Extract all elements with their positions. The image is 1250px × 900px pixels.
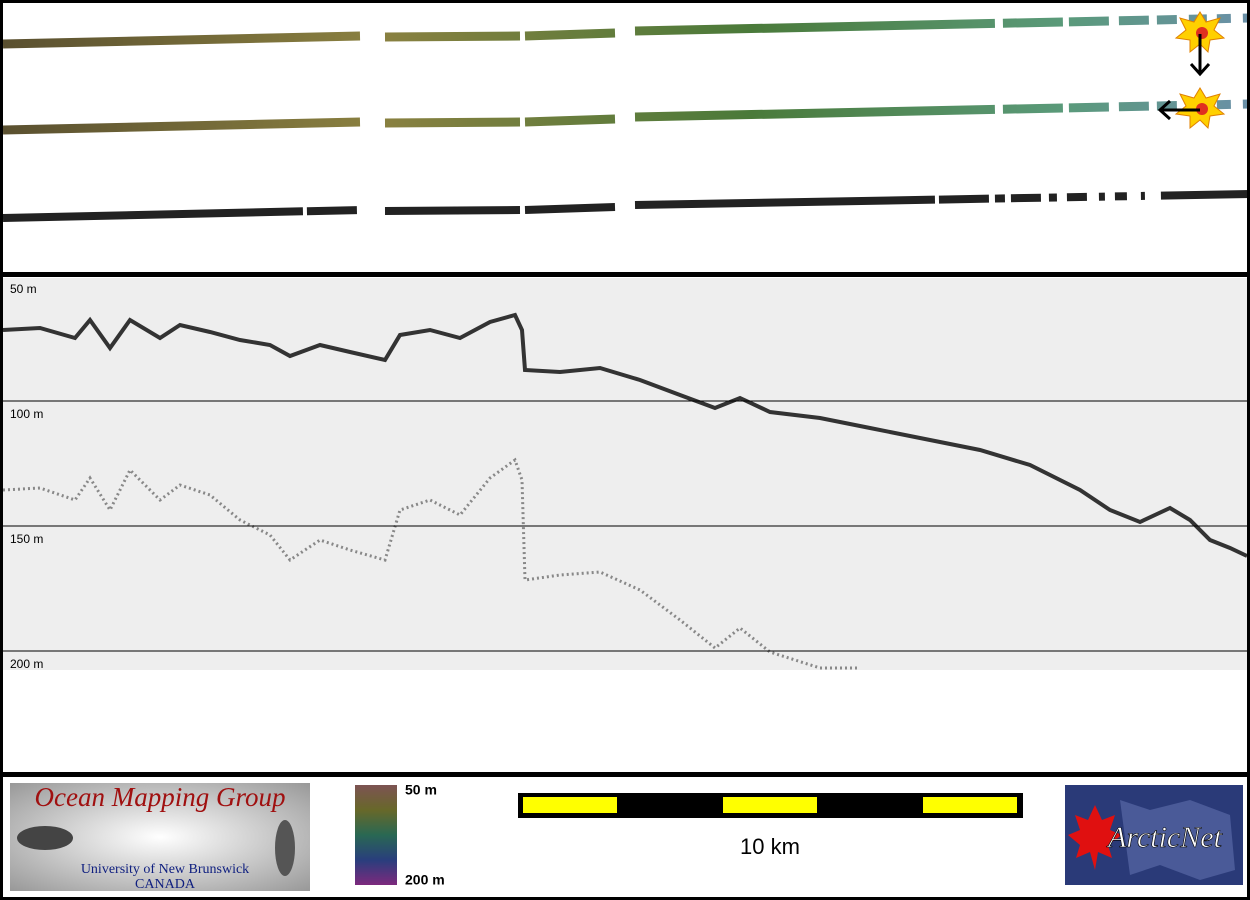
- scale-segment: [923, 797, 1017, 813]
- colorbar-shade: [355, 785, 397, 885]
- arcticnet-label: ArcticNet: [1106, 821, 1223, 854]
- scale-segment: [523, 797, 617, 813]
- colorbar-label: 200 m: [405, 872, 445, 888]
- depth-label: 200 m: [10, 657, 43, 671]
- divider: [0, 772, 1250, 777]
- profile-background: [3, 278, 1247, 670]
- swath-strip: [2, 13, 1250, 49]
- depth-label: 50 m: [10, 282, 37, 296]
- maple-leaf: [1068, 805, 1122, 870]
- depth-label: 150 m: [10, 532, 43, 546]
- position-marker-core: [1196, 27, 1208, 39]
- logo-graphic: [275, 820, 295, 876]
- depth-label: 100 m: [10, 407, 43, 421]
- logo-title: Ocean Mapping Group: [35, 782, 286, 812]
- scale-segment: [723, 797, 817, 813]
- swath-panel: [2, 11, 1250, 222]
- logo-subtitle: University of New Brunswick: [81, 862, 249, 877]
- swath-strip: [2, 99, 1250, 135]
- arrow: [1157, 99, 1200, 121]
- position-marker-core: [1196, 103, 1208, 115]
- divider: [0, 272, 1250, 277]
- logo-country: CANADA: [135, 877, 196, 892]
- scale-label: 10 km: [740, 834, 800, 859]
- arrow: [1189, 34, 1211, 77]
- colorbar: [355, 785, 397, 885]
- map-shape: [1120, 800, 1235, 880]
- seabed-trace: [2, 312, 1248, 558]
- footer: Ocean Mapping Group University of New Br…: [10, 782, 1243, 892]
- swath-strip: [2, 190, 1250, 222]
- logo-graphic: [17, 826, 73, 850]
- colorbar-label: 50 m: [405, 782, 437, 798]
- profile-panel: 50 m 100 m 150 m 200 m: [2, 278, 1248, 671]
